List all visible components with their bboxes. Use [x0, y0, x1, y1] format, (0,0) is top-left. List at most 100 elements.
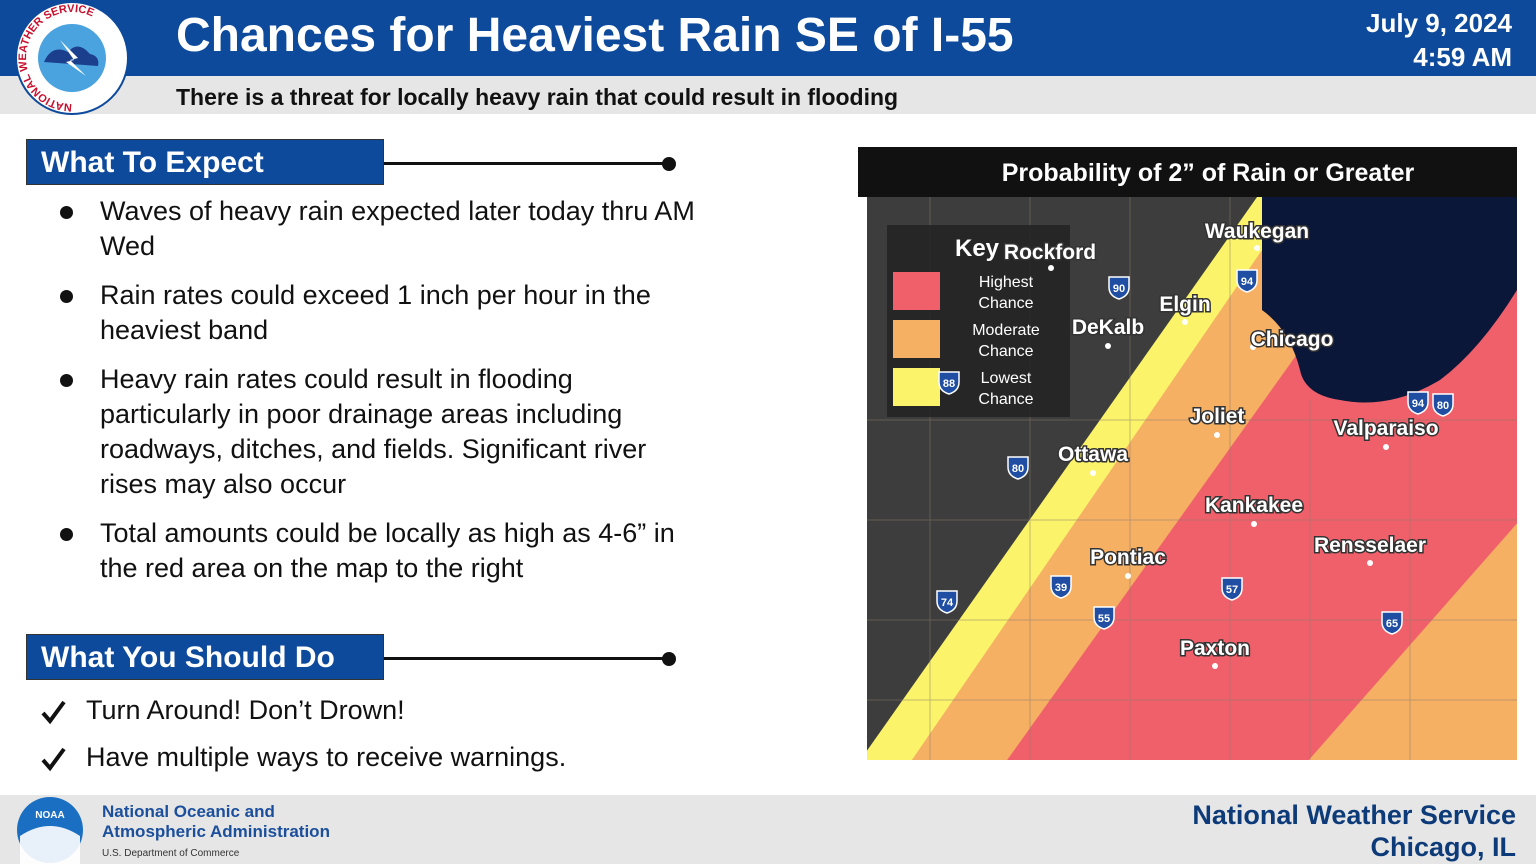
bullet: Total amounts could be locally as high a…	[26, 516, 700, 586]
highway-shield	[1407, 391, 1429, 415]
city-label: Pontiac	[1090, 546, 1166, 569]
key-swatch	[893, 368, 940, 406]
city-dot	[1254, 245, 1260, 251]
key-label: Highest	[979, 274, 1034, 291]
highway-shield	[1236, 269, 1258, 293]
highway-shield	[1432, 393, 1454, 417]
subtitle: There is a threat for locally heavy rain…	[176, 84, 899, 110]
check-text: Have multiple ways to receive warnings.	[86, 742, 567, 772]
section-heading: What To Expect	[26, 139, 384, 185]
check-path	[41, 700, 66, 725]
header-bar	[0, 0, 1536, 76]
bullet: Rain rates could exceed 1 inch per hour …	[26, 278, 700, 348]
agency: National Oceanic and Atmospheric Adminis…	[102, 802, 330, 864]
office-name: National Weather Service	[1192, 800, 1516, 830]
bullet-text: Rain rates could exceed 1 inch per hour …	[100, 280, 651, 345]
highway-number: 80	[1437, 400, 1449, 412]
noaa-logo: NOAA	[17, 797, 83, 864]
city-dot	[1214, 432, 1220, 438]
highway-shield	[1108, 276, 1130, 300]
rule-dot	[662, 652, 676, 666]
city-label: Elgin	[1159, 293, 1210, 316]
city-dot	[1251, 521, 1257, 527]
highway-number: 65	[1386, 618, 1398, 630]
section-heading: What You Should Do	[26, 634, 384, 680]
key-label: Chance	[978, 391, 1033, 408]
check-item: Turn Around! Don’t Drown!	[26, 693, 566, 728]
city-dot	[1090, 470, 1096, 476]
city-label: Paxton	[1180, 637, 1250, 660]
highway-shield	[1007, 456, 1029, 480]
city-label: Ottawa	[1058, 443, 1128, 466]
highway-number: 74	[941, 597, 954, 609]
key-box	[887, 225, 1070, 417]
key-label: Chance	[978, 295, 1033, 312]
city-dot	[1182, 319, 1188, 325]
agency-line: Atmospheric Administration	[102, 822, 330, 841]
key-label: Lowest	[981, 370, 1032, 387]
city-dot	[1125, 573, 1131, 579]
highway-number: 94	[1241, 276, 1254, 288]
key-label: Moderate	[972, 322, 1040, 339]
subtitle-bar	[0, 76, 1536, 114]
check-list: Turn Around! Don’t Drown! Have multiple w…	[26, 693, 566, 787]
title: Chances for Heaviest Rain SE of I-55	[176, 9, 1014, 62]
highway-number: 39	[1055, 582, 1067, 594]
highway-shield	[1050, 575, 1072, 599]
department: U.S. Department of Commerce	[102, 848, 240, 859]
bullet-text: Total amounts could be locally as high a…	[100, 518, 675, 583]
check-mark	[41, 747, 66, 772]
timestamp: July 9, 2024 4:59 AM	[1366, 6, 1512, 74]
time: 4:59 AM	[1413, 42, 1512, 72]
city-dot	[1383, 444, 1389, 450]
city-dot	[1367, 560, 1373, 566]
city-dot	[1212, 663, 1218, 669]
highway-number: 90	[1113, 283, 1125, 295]
highway-number: 57	[1226, 584, 1238, 596]
highway-number: 94	[1412, 398, 1425, 410]
highway-number: 55	[1098, 613, 1110, 625]
key-title: Key	[955, 235, 1000, 262]
key-swatch	[893, 272, 940, 310]
bullet-list: Waves of heavy rain expected later today…	[26, 194, 700, 600]
bullet-dot	[60, 528, 73, 541]
bullet-text: Heavy rain rates could result in floodin…	[100, 364, 647, 499]
logo-text: NOAA	[35, 810, 64, 821]
bullet-dot	[60, 290, 73, 303]
check-item: Have multiple ways to receive warnings.	[26, 740, 566, 775]
highway-number: 80	[1012, 463, 1024, 475]
map-title: Probability of 2” of Rain or Greater	[1002, 159, 1415, 187]
bullet: Waves of heavy rain expected later today…	[26, 194, 700, 264]
city-dot	[1105, 343, 1111, 349]
city-label: Valparaiso	[1333, 417, 1438, 440]
office-location: Chicago, IL	[1370, 832, 1516, 862]
highway-shield	[938, 371, 960, 395]
rule	[384, 162, 668, 165]
agency-line: National Oceanic and	[102, 802, 275, 821]
bullet-text: Waves of heavy rain expected later today…	[100, 196, 695, 261]
city-label: Waukegan	[1205, 220, 1309, 243]
bullet: Heavy rain rates could result in floodin…	[26, 362, 700, 502]
highway-shield	[1221, 577, 1243, 601]
city-label: Joliet	[1190, 405, 1245, 428]
city-label: Kankakee	[1205, 494, 1303, 517]
rule-dot	[662, 157, 676, 171]
city-label: DeKalb	[1072, 316, 1144, 339]
city-dot	[1048, 265, 1054, 271]
city-label: Rockford	[1004, 241, 1096, 264]
office: National Weather Service Chicago, IL	[1192, 799, 1516, 863]
key-swatch	[893, 320, 940, 358]
bullet-dot	[60, 374, 73, 387]
highway-shield	[936, 590, 958, 614]
highway-shield	[1093, 606, 1115, 630]
footer-bar	[0, 795, 1536, 864]
highway-shield	[1381, 611, 1403, 635]
check-path	[41, 747, 66, 772]
check-mark	[41, 700, 66, 725]
bullet-dot	[60, 206, 73, 219]
rule	[384, 657, 668, 660]
key-label: Chance	[978, 343, 1033, 360]
city-label: Rensselaer	[1314, 534, 1426, 557]
city-label: Chicago	[1251, 328, 1334, 351]
